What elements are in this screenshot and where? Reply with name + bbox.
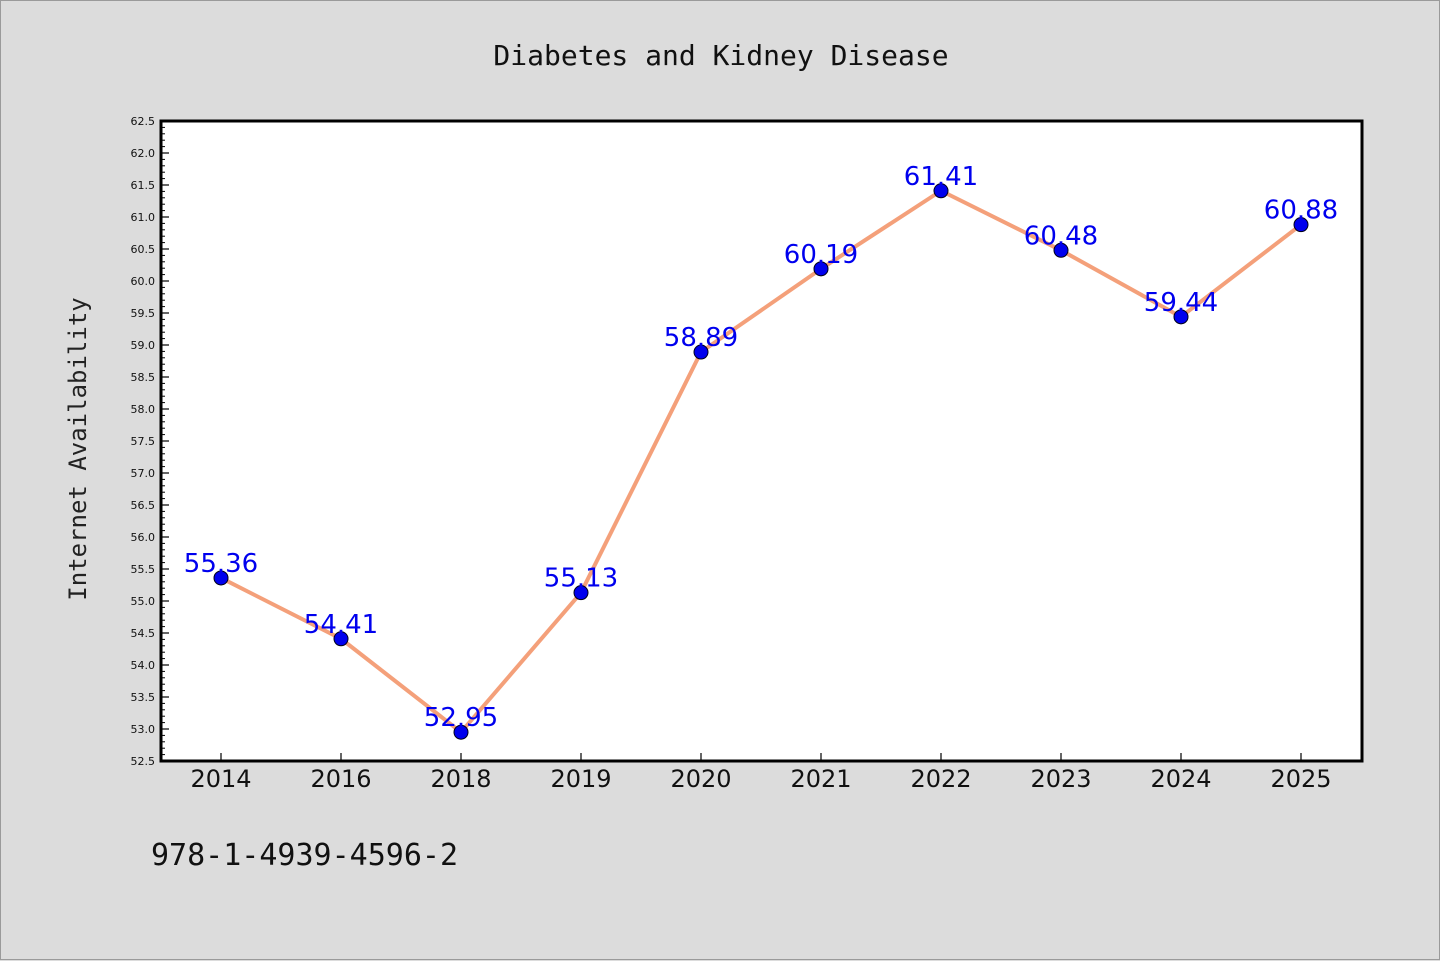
data-label: 52.95	[424, 703, 498, 733]
y-tick-label: 54.5	[131, 627, 156, 640]
y-tick-label: 56.5	[131, 499, 156, 512]
data-point	[813, 261, 829, 277]
x-tick-label: 2023	[1030, 765, 1091, 793]
y-tick-label: 55.5	[131, 563, 156, 576]
data-label: 60.48	[1024, 221, 1098, 251]
y-tick-label: 53.5	[131, 691, 156, 704]
data-point	[693, 344, 709, 360]
y-axis-label: Internet Availability	[64, 297, 92, 600]
data-label: 55.36	[184, 549, 258, 579]
y-tick-label: 58.0	[131, 403, 156, 416]
data-point	[213, 570, 229, 586]
data-point	[1053, 242, 1069, 258]
y-tick-label: 57.0	[131, 467, 156, 480]
x-tick-label: 2020	[670, 765, 731, 793]
x-tick-label: 2025	[1270, 765, 1331, 793]
data-label: 54.41	[304, 610, 378, 640]
plot-area	[161, 121, 1362, 761]
series-line	[220, 188, 1303, 735]
y-tick-label: 53.0	[131, 723, 156, 736]
y-tick-label: 58.5	[131, 371, 156, 384]
data-point	[333, 631, 349, 647]
y-tick-label: 55.0	[131, 595, 156, 608]
data-point	[1293, 217, 1309, 233]
y-tick-label: 59.0	[131, 339, 156, 352]
data-point	[453, 724, 469, 740]
x-tick-label: 2018	[430, 765, 491, 793]
data-point	[573, 585, 589, 601]
y-tick-label: 52.5	[131, 755, 156, 768]
x-tick-label: 2014	[190, 765, 251, 793]
data-point	[1173, 309, 1189, 325]
chart-title: Diabetes and Kidney Disease	[493, 39, 948, 72]
x-tick-label: 2024	[1150, 765, 1211, 793]
data-label: 58.89	[664, 323, 738, 353]
series-layer: 55.36 54.41 52.95 55.13 58.89 60.19 61.41 60.48…	[184, 162, 1338, 740]
y-tick-label: 60.0	[131, 275, 156, 288]
x-axis: 2014 2016 2018 2019 2020 2021 2022 2023 2024 2025	[190, 753, 1332, 793]
data-label: 59.44	[1144, 288, 1218, 318]
data-point	[933, 183, 949, 199]
data-label: 55.13	[544, 564, 618, 594]
data-label: 61.41	[904, 162, 978, 192]
x-tick-label: 2019	[550, 765, 611, 793]
y-tick-label: 54.0	[131, 659, 156, 672]
y-tick-label: 61.0	[131, 211, 156, 224]
plot-border	[159, 119, 1364, 763]
y-tick-label: 59.5	[131, 307, 156, 320]
y-tick-label: 60.5	[131, 243, 156, 256]
y-tick-label: 56.0	[131, 531, 156, 544]
data-label: 60.19	[784, 240, 858, 270]
y-tick-label: 57.5	[131, 435, 156, 448]
x-tick-label: 2022	[910, 765, 971, 793]
y-tick-label: 62.0	[131, 147, 156, 160]
y-tick-label: 61.5	[131, 179, 156, 192]
y-tick-label: 62.5	[131, 115, 156, 128]
x-tick-label: 2016	[310, 765, 371, 793]
chart-annotation: 978-1-4939-4596-2	[151, 838, 458, 873]
data-label: 60.88	[1264, 196, 1338, 226]
x-tick-label: 2021	[790, 765, 851, 793]
